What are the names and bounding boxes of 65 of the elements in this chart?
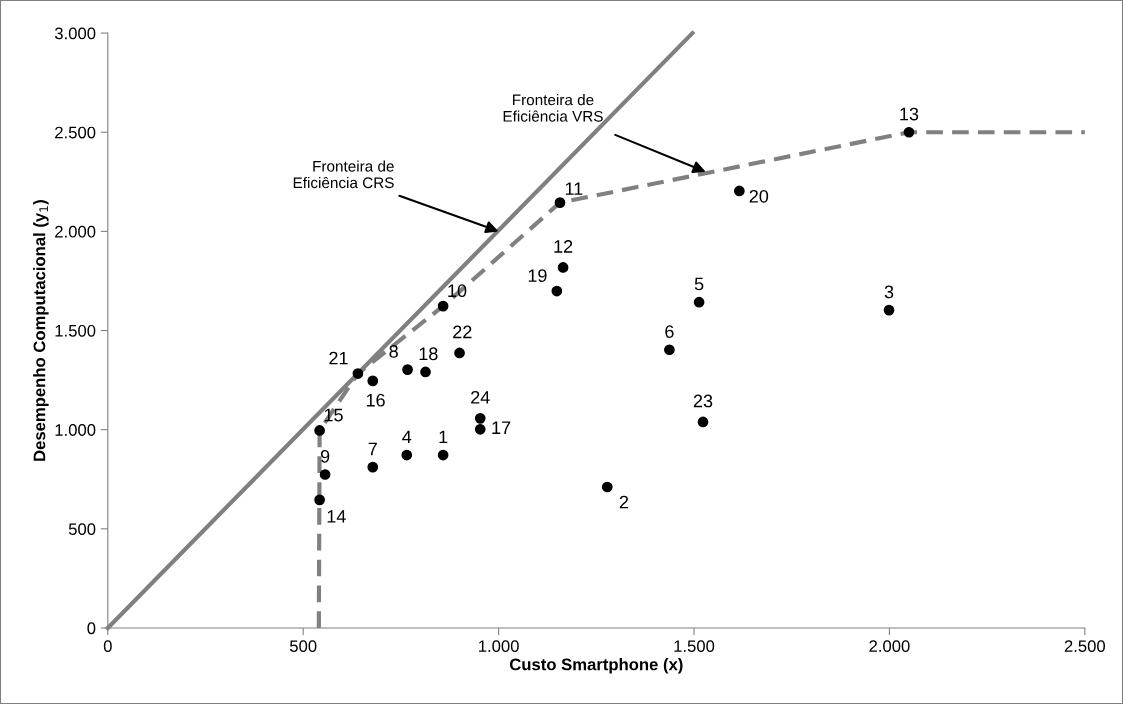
- x-axis-title: Custo Smartphone (x): [509, 658, 683, 674]
- point: [557, 262, 569, 273]
- x-tick-label: 2.000: [869, 640, 910, 653]
- annotation: Fronteira de Eficiência CRS: [293, 160, 394, 189]
- annotation: 3: [884, 285, 894, 299]
- annotation: Fronteira de Eficiência VRS: [503, 94, 603, 122]
- annotation: 5: [694, 277, 704, 291]
- y-tick-label: 2.500: [55, 126, 96, 139]
- point: [437, 300, 449, 312]
- x-tick-label: 500: [289, 640, 317, 653]
- annotation: 11: [565, 182, 583, 195]
- annotation: 7: [368, 442, 377, 456]
- annotation: 20: [749, 189, 769, 203]
- x-tick-label: 1.500: [674, 640, 715, 653]
- y-tick-label: 2.000: [55, 225, 96, 238]
- point: [314, 425, 325, 436]
- annotation: 22: [453, 325, 472, 339]
- annotation: 14: [327, 510, 346, 523]
- x-tick-label: 0: [103, 640, 112, 653]
- annotation: 15: [324, 408, 343, 422]
- point: [903, 126, 915, 138]
- point: [437, 449, 449, 461]
- annotation: 24: [471, 390, 490, 404]
- point: [474, 413, 486, 424]
- point: [601, 481, 613, 493]
- point: [697, 416, 709, 428]
- point: [401, 449, 413, 461]
- point: [664, 344, 675, 356]
- y-tick-label: 1.000: [55, 424, 96, 436]
- point: [474, 423, 486, 435]
- y-tick-label: 3.000: [54, 27, 96, 40]
- annotation: 21: [329, 351, 348, 365]
- annotation: 19: [528, 269, 547, 283]
- annotation: 12: [554, 240, 573, 253]
- point: [319, 469, 331, 480]
- point: [367, 461, 379, 473]
- annotation: 17: [492, 421, 511, 434]
- annotation: 8: [389, 344, 398, 358]
- point: [883, 304, 895, 316]
- point: [454, 347, 465, 359]
- point: [420, 366, 431, 378]
- point: [733, 185, 745, 197]
- annotation: 1: [439, 430, 448, 444]
- annotation: 6: [665, 325, 674, 338]
- y-tick-label: 500: [68, 523, 96, 536]
- point: [402, 364, 413, 375]
- point: [314, 494, 325, 506]
- annotation: 10: [448, 284, 467, 298]
- point: [554, 197, 566, 208]
- annotation: 23: [693, 394, 713, 408]
- x-tick-label: 2.500: [1064, 640, 1106, 653]
- y-tick-label: 0: [87, 622, 96, 635]
- point: [352, 368, 364, 379]
- x-tick-label: 1.000: [479, 640, 519, 653]
- annotation: 16: [366, 393, 385, 407]
- annotation: 2: [619, 495, 629, 509]
- annotation: 9: [320, 449, 330, 463]
- annotation: 18: [419, 347, 438, 361]
- annotation: 4: [402, 430, 412, 444]
- point: [367, 375, 379, 387]
- y-tick-label: 1.500: [55, 324, 96, 337]
- point: [551, 285, 563, 297]
- point: [693, 296, 705, 308]
- annotation: 13: [900, 107, 919, 121]
- y-axis-title: Desempenho Computacional (y$_{1}$): [33, 200, 49, 461]
